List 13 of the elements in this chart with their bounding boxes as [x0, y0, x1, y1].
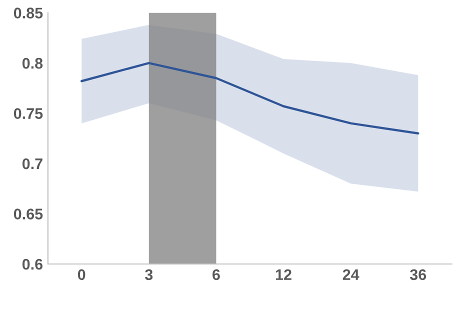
- x-tick-label: 24: [342, 269, 360, 280]
- y-tick-label: 0.6: [22, 258, 43, 270]
- x-tick-label: 0: [78, 269, 86, 280]
- line-series: [80, 62, 420, 134]
- x-tick-label: 12: [276, 269, 292, 280]
- y-tick-label: 0.65: [14, 208, 43, 220]
- y-tick-label: 0.75: [14, 108, 43, 119]
- y-tick-label: 0.7: [22, 158, 42, 170]
- x-tick-label: 36: [410, 269, 426, 280]
- x-tick-label: 6: [212, 269, 220, 280]
- x-tick-label: 3: [145, 269, 153, 280]
- y-tick-label: 0.8: [22, 58, 43, 69]
- y-tick-label: 0.85: [14, 8, 43, 18]
